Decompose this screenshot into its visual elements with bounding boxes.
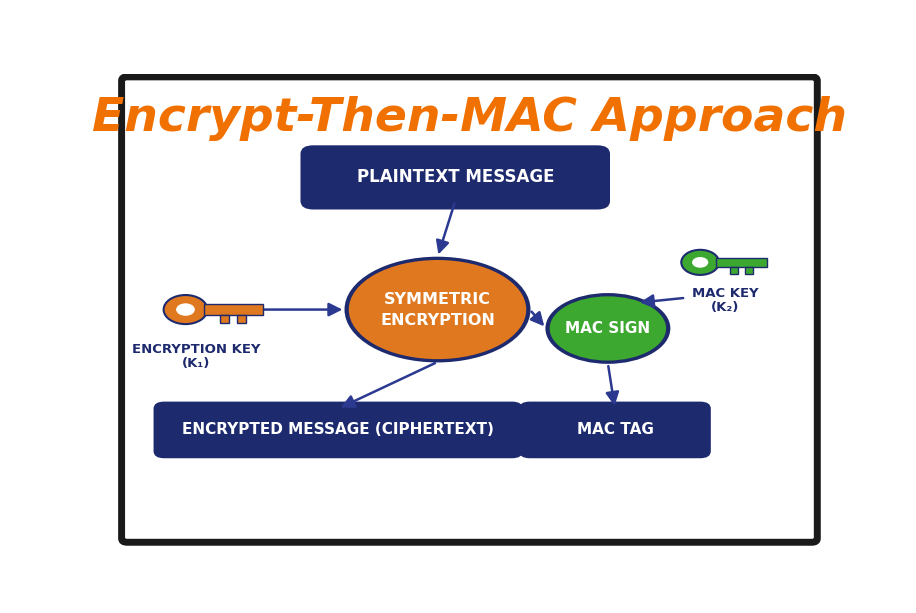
Circle shape [692,257,708,268]
Ellipse shape [550,296,666,360]
FancyBboxPatch shape [300,145,610,210]
FancyBboxPatch shape [730,267,737,274]
Text: MAC TAG: MAC TAG [576,422,653,438]
FancyBboxPatch shape [154,402,523,459]
Text: MAC SIGN: MAC SIGN [565,321,650,336]
FancyBboxPatch shape [716,258,767,267]
Text: MAC KEY: MAC KEY [692,286,758,300]
Text: ENCRYPTED MESSAGE (CIPHERTEXT): ENCRYPTED MESSAGE (CIPHERTEXT) [182,422,494,438]
FancyBboxPatch shape [220,314,229,323]
Circle shape [682,250,719,275]
Text: PLAINTEXT MESSAGE: PLAINTEXT MESSAGE [356,169,554,186]
FancyBboxPatch shape [204,305,263,314]
FancyBboxPatch shape [237,314,246,323]
Circle shape [176,303,195,316]
Text: (K₂): (K₂) [711,301,739,314]
Text: Encrypt-Then-MAC Approach: Encrypt-Then-MAC Approach [92,96,847,141]
Text: ENCRYPTION KEY: ENCRYPTION KEY [132,343,260,356]
Ellipse shape [349,260,526,359]
Circle shape [164,295,207,324]
Ellipse shape [344,257,530,362]
FancyBboxPatch shape [519,402,711,459]
FancyBboxPatch shape [122,77,817,543]
FancyBboxPatch shape [745,267,753,274]
Text: (K₁): (K₁) [182,357,211,370]
Ellipse shape [545,293,671,364]
Text: SYMMETRIC
ENCRYPTION: SYMMETRIC ENCRYPTION [380,292,495,327]
